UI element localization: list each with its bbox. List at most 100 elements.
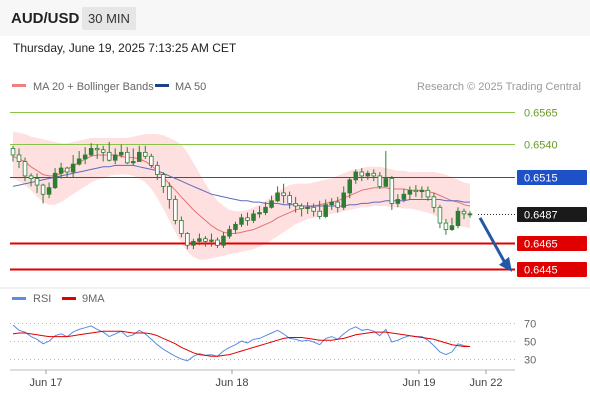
candle-body [443,222,449,230]
level-label-0.6515: 0.6515 [524,173,558,185]
candle-body [239,217,244,225]
candle-body [449,225,455,230]
candle-body [137,151,142,162]
candle-body [233,223,238,230]
candle-body [251,213,256,221]
candle-body [293,202,298,207]
candle-body [22,161,28,177]
candle-body [305,206,310,210]
candle-body [155,165,160,176]
rsi-layer: 70 50 30 [10,319,536,367]
candle-body [341,192,346,208]
candle-body [371,172,377,177]
candle-body [100,149,106,153]
level-tag-0.6515 [517,170,587,185]
ma20-legend-label: MA 20 + Bollinger Bands [33,81,154,93]
ma50-legend-swatch [155,84,169,87]
candle-body [275,192,280,202]
rsi-ma-line [12,330,470,357]
candle-body [413,189,419,193]
rsi-tick-70: 70 [524,319,536,331]
rsi-legend-swatch [12,297,26,300]
levels-layer: 0.6565 0.6540 0.6515 0.6487 0.6465 0.6445 [10,108,587,277]
ma50-legend-label: MA 50 [175,81,206,93]
candle-body [401,193,407,200]
candle-body [94,148,100,151]
rsi-tick-30: 30 [524,355,536,367]
x-axis-layer: Jun 17 Jun 18 Jun 19 Jun 22 [29,370,503,389]
candle-body [64,167,70,173]
candle-body [209,239,214,242]
candle-body [257,212,262,215]
candle-body [10,148,16,156]
level-label-0.6445: 0.6445 [524,265,558,277]
timeframe-badge[interactable]: 30 MIN [82,7,136,30]
candle-body [347,179,353,194]
candle-body [299,205,304,210]
x-tick-label: Jun 18 [215,377,248,389]
candle-body [317,210,322,217]
candle-body [455,210,461,227]
candle-body [425,189,431,198]
x-tick-label: Jun 17 [29,377,62,389]
candle-body [377,175,383,187]
candle-body [149,155,154,166]
candle-body [227,229,232,237]
forecast-arrow-layer [478,217,512,272]
candle-body [70,163,76,173]
candle-body [185,233,190,246]
forecast-arrow-line [478,217,507,264]
candle-body [353,171,359,181]
candle-body [16,154,22,162]
level-tag-0.6487 [517,207,587,222]
ma9-legend-swatch [62,297,76,300]
candles-layer [10,141,473,250]
level-label-0.6487: 0.6487 [524,210,558,222]
level-tag-0.6445 [517,262,587,277]
candle-body [173,199,178,221]
candle-body [167,185,172,200]
forecast-arrow-head [499,256,512,272]
candle-body [467,213,473,216]
candle-body [118,151,124,156]
candle-body [431,196,437,208]
candle-body [88,148,94,156]
ma9-legend-label: 9MA [82,293,105,305]
candle-body [263,206,268,213]
datetime-label: Thursday, June 19, 2025 7:13:25 AM CET [13,41,237,55]
candle-body [143,151,148,157]
candle-body [52,172,58,189]
level-label-0.6565: 0.6565 [524,108,558,120]
x-tick-label: Jun 19 [402,377,435,389]
candle-body [281,192,286,196]
candle-body [203,238,208,242]
candle-body [395,199,401,204]
candle-body [76,158,82,165]
candle-body [221,235,226,246]
candle-body [461,210,467,215]
candle-body [335,201,340,208]
candle-body [40,184,46,195]
candle-body [389,178,395,204]
rsi-legend-label: RSI [33,293,51,305]
x-tick-label: Jun 22 [469,377,502,389]
candle-body [383,178,389,187]
candle-body [106,151,112,161]
ma20-legend-swatch [12,84,26,87]
candle-body [34,178,40,186]
level-tag-0.6465 [517,236,587,251]
candle-body [407,189,413,195]
candle-body [365,172,371,177]
candle-body [191,240,196,246]
header-bar: AUD/USD 30 MIN [0,0,590,36]
candle-body [28,175,34,179]
bollinger-band-area [13,131,470,260]
level-label-0.6540: 0.6540 [524,140,558,152]
candle-body [329,201,334,206]
candle-body [124,151,130,164]
candle-body [112,154,118,161]
candle-body [323,204,328,217]
symbol-title: AUD/USD [11,10,80,27]
candle-body [245,217,250,221]
